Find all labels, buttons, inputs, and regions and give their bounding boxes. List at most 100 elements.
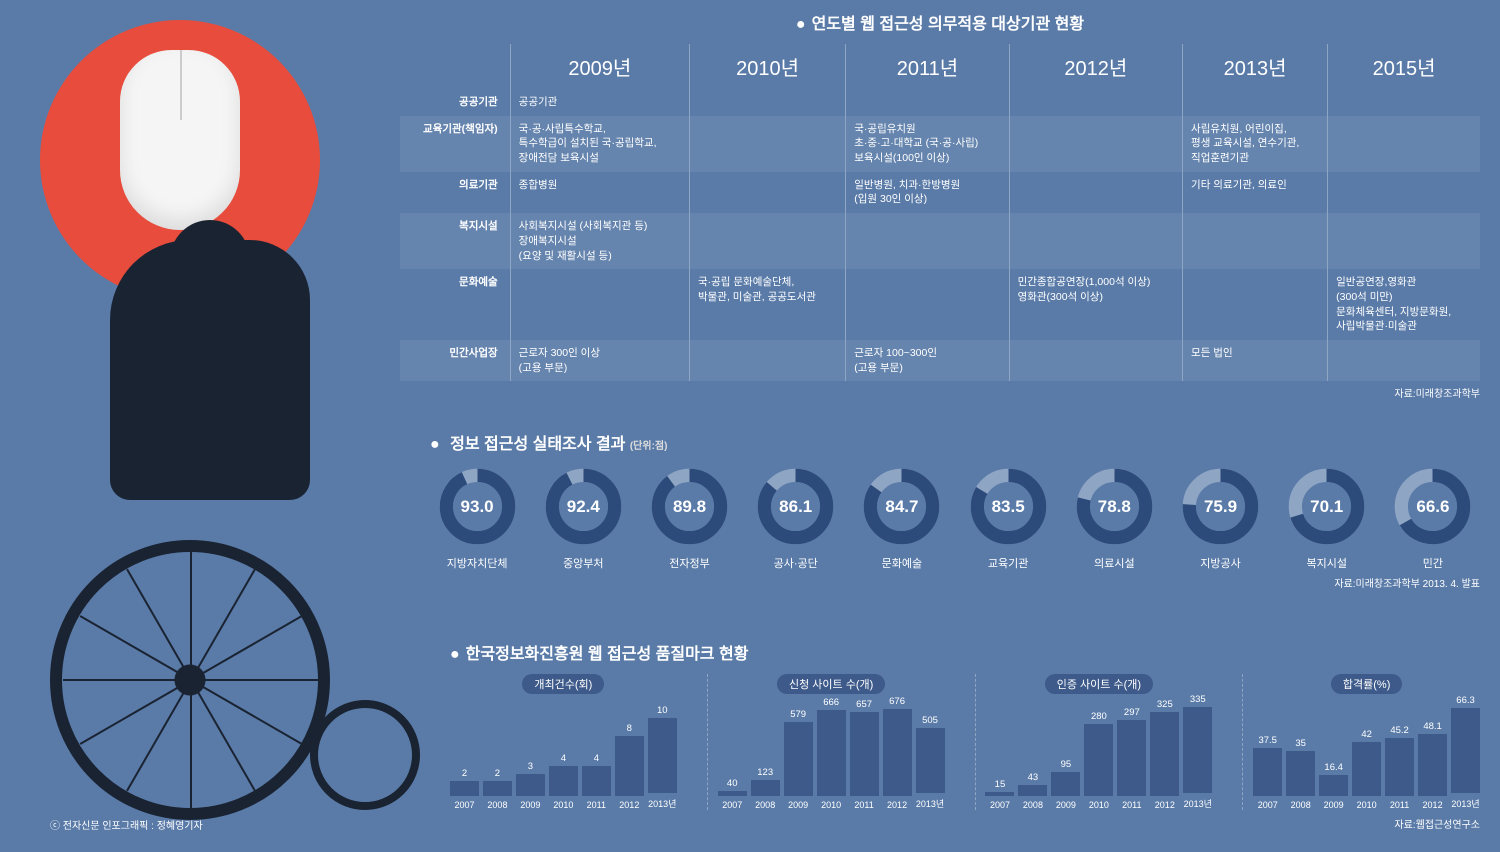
donut-value: 75.9 <box>1204 497 1237 517</box>
bar-year: 2010 <box>821 800 841 810</box>
bar-rect <box>483 781 512 796</box>
bar-year: 2013년 <box>1451 797 1479 810</box>
bar-year: 2010 <box>553 800 573 810</box>
bar-rect <box>916 728 945 793</box>
bar-rect <box>549 766 578 796</box>
donut-value: 83.5 <box>992 497 1025 517</box>
table-cell: 공공기관 <box>510 89 689 116</box>
bar-column: 505 2013년 <box>916 715 945 810</box>
donut-chart: 78.8 <box>1072 464 1157 549</box>
bar-column: 325 2012 <box>1150 699 1179 810</box>
table-cell <box>1009 213 1182 269</box>
bar-column: 45.2 2011 <box>1385 725 1414 810</box>
donut-item: 86.1 공사·공단 <box>749 464 843 571</box>
table-cell <box>1328 116 1480 172</box>
donut-label: 문화예술 <box>855 555 949 571</box>
donut-chart: 75.9 <box>1178 464 1263 549</box>
table-cell <box>1183 213 1328 269</box>
bar-value: 676 <box>889 696 905 707</box>
bar-column: 8 2012 <box>615 723 644 810</box>
year-header: 2009년 <box>510 44 689 89</box>
donut-label: 교육기관 <box>961 555 1055 571</box>
bar-rect <box>817 710 846 796</box>
bar-rect <box>615 736 644 796</box>
table-cell: 근로자 100~300인(고용 부문) <box>846 340 1009 381</box>
donut-label: 복지시설 <box>1280 555 1374 571</box>
bar-column: 297 2011 <box>1117 707 1146 810</box>
bar-rect <box>751 780 780 796</box>
bar-chart-title: 신청 사이트 수(개) <box>777 674 885 694</box>
bar-value: 2 <box>462 768 467 779</box>
table-cell <box>1009 89 1182 116</box>
donut-value: 86.1 <box>779 497 812 517</box>
bar-value: 8 <box>627 723 632 734</box>
donut-chart: 89.8 <box>647 464 732 549</box>
bar-column: 66.3 2013년 <box>1451 695 1480 810</box>
table-cell <box>846 89 1009 116</box>
bars-section: 한국정보화진흥원 웹 접근성 품질마크 현황 개최건수(회) 2 2007 2 … <box>450 640 1480 831</box>
bar-column: 666 2010 <box>817 697 846 810</box>
table-cell: 민간종합공연장(1,000석 이상)영화관(300석 이상) <box>1009 269 1182 340</box>
donut-item: 84.7 문화예술 <box>855 464 949 571</box>
table-cell <box>1183 89 1328 116</box>
bar-rect <box>1286 751 1315 796</box>
donut-value: 84.7 <box>885 497 918 517</box>
bar-year: 2007 <box>454 800 474 810</box>
bar-column: 2 2008 <box>483 768 512 810</box>
bar-rect <box>450 781 479 796</box>
bar-year: 2011 <box>1122 800 1141 810</box>
bar-chart-title: 개최건수(회) <box>522 674 604 694</box>
table-cell <box>689 213 845 269</box>
bars-container: 15 2007 43 2008 95 2009 280 2010 297 <box>986 700 1213 810</box>
table-cell <box>1009 172 1182 213</box>
bars-source: 자료:웹접근성연구소 <box>450 816 1480 831</box>
bar-year: 2013년 <box>916 797 944 810</box>
donut-value: 78.8 <box>1098 497 1131 517</box>
table-cell <box>689 172 845 213</box>
bar-rect <box>718 791 747 796</box>
bar-rect <box>1352 742 1381 796</box>
bar-rect <box>1051 772 1080 796</box>
table-cell: 사립유치원, 어린이집,평생 교육시설, 연수기관,직업훈련기관 <box>1183 116 1328 172</box>
bar-year: 2007 <box>990 800 1010 810</box>
donut-chart: 66.6 <box>1390 464 1475 549</box>
donuts-source: 자료:미래창조과학부 2013. 4. 발표 <box>430 575 1480 590</box>
bar-value: 325 <box>1157 699 1173 710</box>
bar-column: 35 2008 <box>1286 738 1315 810</box>
table-cell <box>689 89 845 116</box>
table-cell <box>1328 340 1480 381</box>
bar-value: 4 <box>594 753 599 764</box>
donut-label: 공사·공단 <box>749 555 843 571</box>
bar-value: 40 <box>727 778 738 789</box>
bar-value: 16.4 <box>1324 762 1343 773</box>
bar-value: 15 <box>995 779 1006 790</box>
donut-label: 지방공사 <box>1173 555 1267 571</box>
bar-year: 2010 <box>1357 800 1377 810</box>
bar-column: 657 2011 <box>850 699 879 810</box>
donut-chart: 70.1 <box>1284 464 1369 549</box>
bar-rect <box>784 722 813 796</box>
table-cell: 일반공연장,영화관(300석 미만)문화체육센터, 지방문화원,사립박물관·미술… <box>1328 269 1480 340</box>
bar-column: 37.5 2007 <box>1253 735 1282 810</box>
bar-column: 579 2009 <box>784 709 813 810</box>
wheel-small-icon <box>310 700 420 810</box>
donut-chart: 92.4 <box>541 464 626 549</box>
donuts-title-text: 정보 접근성 실태조사 결과 <box>450 436 625 453</box>
table-cell <box>1328 172 1480 213</box>
donut-item: 78.8 의료시설 <box>1067 464 1161 571</box>
bar-year: 2008 <box>487 800 507 810</box>
bar-rect <box>985 792 1014 796</box>
bar-rect <box>1117 720 1146 796</box>
bar-rect <box>1319 775 1348 796</box>
donut-item: 83.5 교육기관 <box>961 464 1055 571</box>
bar-rect <box>648 718 677 793</box>
bar-year: 2011 <box>587 800 606 810</box>
bar-year: 2008 <box>755 800 775 810</box>
bar-year: 2008 <box>1291 800 1311 810</box>
bars-container: 37.5 2007 35 2008 16.4 2009 42 2010 45.2 <box>1253 700 1480 810</box>
bar-column: 3 2009 <box>516 761 545 811</box>
table-cell <box>846 269 1009 340</box>
bar-year: 2010 <box>1089 800 1109 810</box>
bar-value: 123 <box>757 767 773 778</box>
donut-value: 93.0 <box>461 497 494 517</box>
